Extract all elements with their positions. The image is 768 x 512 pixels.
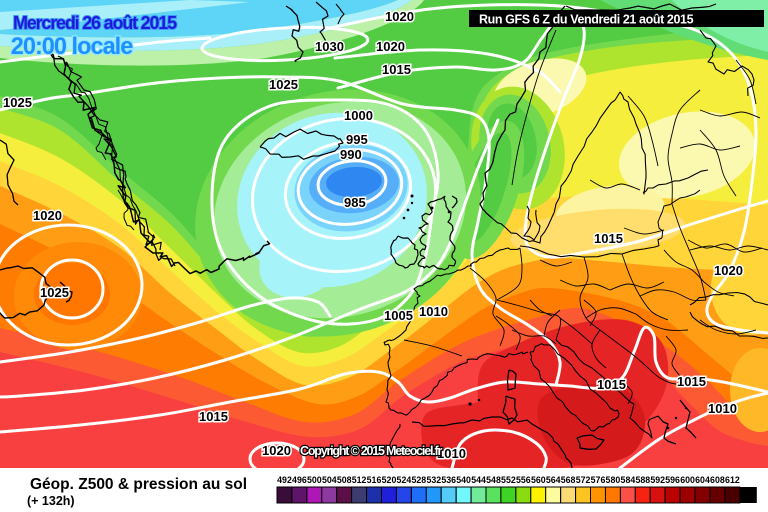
svg-text:588: 588	[635, 475, 650, 485]
svg-text:592: 592	[650, 475, 665, 485]
svg-text:1015: 1015	[199, 409, 228, 424]
svg-text:536: 536	[441, 475, 456, 485]
svg-text:500: 500	[307, 475, 322, 485]
svg-text:1015: 1015	[677, 374, 706, 389]
svg-text:1025: 1025	[40, 285, 69, 300]
svg-text:1010: 1010	[437, 446, 466, 461]
svg-text:576: 576	[591, 475, 606, 485]
svg-text:1010: 1010	[708, 401, 737, 416]
svg-text:990: 990	[340, 147, 362, 162]
svg-text:1025: 1025	[269, 77, 298, 92]
svg-text:496: 496	[292, 475, 307, 485]
svg-text:584: 584	[621, 475, 636, 485]
svg-text:1020: 1020	[33, 208, 62, 223]
svg-text:516: 516	[367, 475, 382, 485]
svg-text:564: 564	[546, 475, 561, 485]
svg-text:552: 552	[501, 475, 516, 485]
svg-text:612: 612	[725, 475, 740, 485]
svg-text:508: 508	[337, 475, 352, 485]
svg-text:600: 600	[680, 475, 695, 485]
svg-text:1025: 1025	[3, 95, 32, 110]
svg-text:1000: 1000	[344, 108, 373, 123]
svg-text:1020: 1020	[376, 39, 405, 54]
svg-text:Run GFS 6 Z du Vendredi 21 aoû: Run GFS 6 Z du Vendredi 21 août 2015	[479, 13, 694, 27]
svg-text:548: 548	[486, 475, 501, 485]
svg-text:568: 568	[561, 475, 576, 485]
svg-text:580: 580	[606, 475, 621, 485]
svg-text:524: 524	[397, 475, 412, 485]
svg-text:20:00 locale: 20:00 locale	[11, 33, 133, 60]
svg-text:Copyright © 2015 Meteociel.fr: Copyright © 2015 Meteociel.fr	[300, 444, 442, 458]
svg-text:(+ 132h): (+ 132h)	[27, 494, 75, 508]
svg-text:1010: 1010	[419, 304, 448, 319]
svg-text:492: 492	[277, 475, 292, 485]
svg-text:572: 572	[576, 475, 591, 485]
svg-text:608: 608	[710, 475, 725, 485]
svg-text:512: 512	[352, 475, 367, 485]
svg-text:544: 544	[471, 475, 486, 485]
svg-text:1030: 1030	[315, 39, 344, 54]
svg-text:504: 504	[322, 475, 337, 485]
svg-text:1015: 1015	[597, 377, 626, 392]
svg-text:532: 532	[426, 475, 441, 485]
svg-text:985: 985	[344, 195, 366, 210]
svg-text:604: 604	[695, 475, 710, 485]
svg-text:596: 596	[665, 475, 680, 485]
svg-text:1015: 1015	[594, 231, 623, 246]
svg-text:556: 556	[516, 475, 531, 485]
svg-text:995: 995	[346, 132, 368, 147]
svg-text:1020: 1020	[385, 9, 414, 24]
svg-text:Géop. Z500 & pression au sol: Géop. Z500 & pression au sol	[30, 476, 247, 493]
svg-text:Mercredi 26 août 2015: Mercredi 26 août 2015	[13, 13, 177, 33]
svg-text:560: 560	[531, 475, 546, 485]
svg-text:540: 540	[456, 475, 471, 485]
svg-text:1015: 1015	[382, 62, 411, 77]
svg-text:1005: 1005	[384, 308, 413, 323]
svg-text:520: 520	[382, 475, 397, 485]
svg-text:1020: 1020	[262, 443, 291, 458]
svg-text:528: 528	[411, 475, 426, 485]
svg-text:1020: 1020	[714, 263, 743, 278]
